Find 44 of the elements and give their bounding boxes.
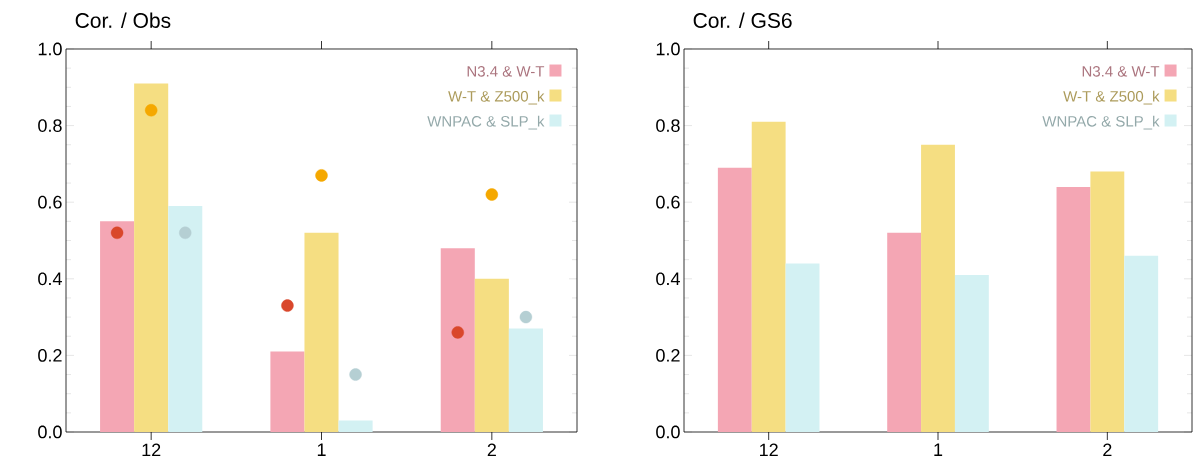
x-tick-label: 2 <box>1103 443 1112 457</box>
y-tick-label: 0.8 <box>38 119 62 132</box>
x-tick-label: 12 <box>142 443 161 457</box>
legend-label: N3.4 & W-T <box>1082 66 1160 77</box>
bar <box>954 274 989 432</box>
bar <box>921 144 955 432</box>
bar <box>751 121 786 432</box>
legend-label: WNPAC & SLP_k <box>1042 115 1160 130</box>
x-tick-label: 2 <box>487 443 496 457</box>
y-tick-label: 0.0 <box>656 425 680 439</box>
y-tick-label: 0.0 <box>38 425 62 439</box>
bar <box>474 278 509 432</box>
y-tick-label: 0.2 <box>656 349 680 362</box>
y-tick-label: 0.2 <box>38 349 62 362</box>
bar <box>1090 171 1125 432</box>
chart-title: Cor. / Obs <box>75 12 171 28</box>
bar <box>440 248 475 432</box>
bar <box>785 263 820 432</box>
bar <box>338 420 373 432</box>
legend-label: W-T & Z500_k <box>448 90 545 105</box>
bar <box>100 221 135 432</box>
chart-title: Cor. / GS6 <box>693 12 792 28</box>
bar <box>270 351 305 432</box>
x-tick-label: 1 <box>934 443 943 456</box>
bar <box>1056 186 1091 432</box>
bar <box>168 206 203 432</box>
y-tick-label: 0.6 <box>656 195 680 209</box>
bar <box>508 328 543 432</box>
bar <box>1124 255 1159 432</box>
legend-label: W-T & Z500_k <box>1063 90 1160 105</box>
y-tick-label: 0.4 <box>38 272 62 286</box>
legend-label: WNPAC & SLP_k <box>427 115 545 130</box>
bar <box>887 232 922 432</box>
y-tick-label: 0.6 <box>38 195 62 209</box>
bar <box>717 167 752 432</box>
y-tick-label: 1.0 <box>656 42 680 56</box>
bar <box>134 83 169 432</box>
y-tick-label: 1.0 <box>38 42 62 56</box>
y-tick-label: 0.4 <box>656 272 680 286</box>
legend-label: N3.4 & W-T <box>467 66 545 77</box>
x-tick-label: 1 <box>317 443 326 456</box>
bar <box>304 232 339 432</box>
y-tick-label: 0.8 <box>656 119 680 132</box>
x-tick-label: 12 <box>760 443 778 457</box>
